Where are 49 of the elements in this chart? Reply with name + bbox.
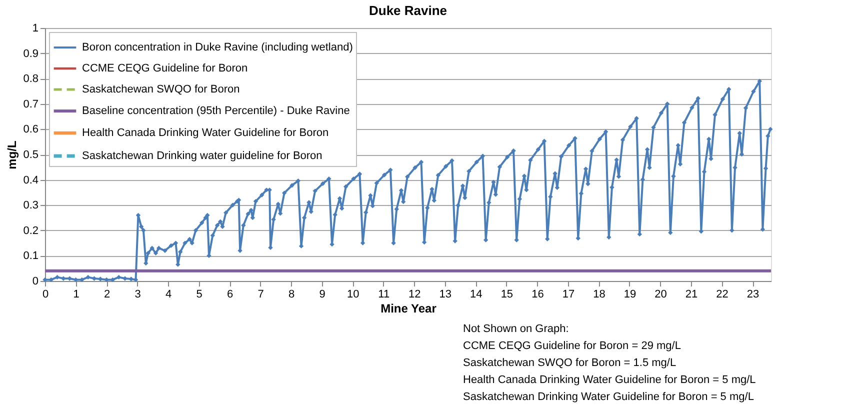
x-tick-label: 9 xyxy=(319,288,326,300)
x-tick-label: 12 xyxy=(408,288,421,300)
y-tick-label: 0.5 xyxy=(23,149,38,161)
x-tick-label: 7 xyxy=(258,288,264,300)
x-tick-label: 15 xyxy=(500,288,514,300)
x-tick-label: 22 xyxy=(716,288,728,300)
y-tick-label: 0.7 xyxy=(23,98,38,110)
x-tick-label: 1 xyxy=(73,288,80,300)
y-tick-label: 0.3 xyxy=(23,200,38,212)
text: Not Shown on Graph: xyxy=(463,323,569,335)
x-tick-label: 5 xyxy=(196,288,202,300)
legend-label: Health Canada Drinking Water Guideline for Boron xyxy=(82,127,329,139)
y-tick-label: 0.6 xyxy=(23,124,38,136)
y-tick-label: 1 xyxy=(32,22,38,34)
legend-label: Saskatchewan Drinking water guideline for Boron xyxy=(82,150,322,162)
legend-label: Baseline concentration (95th Percentile) - Duke Ravine xyxy=(82,105,350,117)
x-tick-label: 18 xyxy=(593,288,606,300)
x-tick-label: 17 xyxy=(562,288,575,300)
x-tick-label: 23 xyxy=(746,288,760,300)
y-tick-label: 0.9 xyxy=(23,48,38,60)
y-tick-label: 0.2 xyxy=(23,224,38,237)
text: Saskatchewan Drinking Water Guideline for Boron = 5 mg/L xyxy=(463,391,754,403)
text: Health Canada Drinking Water Guideline for Boron = 5 mg/L xyxy=(463,374,756,386)
x-tick-label: 2 xyxy=(104,288,110,300)
x-tick-label: 20 xyxy=(654,288,667,300)
y-tick-label: 0 xyxy=(32,276,38,288)
x-tick-label: 6 xyxy=(227,288,234,300)
x-tick-label: 13 xyxy=(439,288,452,300)
y-tick-label: 0.8 xyxy=(23,73,38,86)
text: Saskatchewan SWQO for Boron = 1.5 mg/L xyxy=(463,357,676,369)
legend-label: Saskatchewan SWQO for Boron xyxy=(82,84,240,96)
y-tick-label: 0.4 xyxy=(23,174,38,186)
legend-label: Boron concentration in Duke Ravine (including wetland) xyxy=(82,42,353,54)
y-axis-title: mg/L xyxy=(5,140,20,170)
text: CCME CEQG Guideline for Boron = 29 mg/L xyxy=(463,340,681,352)
x-tick-label: 16 xyxy=(532,288,544,300)
legend-label: CCME CEQG Guideline for Boron xyxy=(82,62,248,74)
x-tick-label: 19 xyxy=(624,288,636,300)
x-axis-title: Mine Year xyxy=(380,302,437,316)
x-tick-label: 11 xyxy=(378,288,390,300)
x-tick-label: 0 xyxy=(42,288,49,300)
x-tick-label: 21 xyxy=(685,288,698,300)
x-tick-label: 14 xyxy=(470,288,482,300)
y-tick-label: 0.1 xyxy=(23,250,38,262)
x-tick-label: 3 xyxy=(134,288,141,300)
x-tick-label: 10 xyxy=(347,288,360,300)
x-tick-label: 8 xyxy=(288,288,295,300)
x-tick-label: 4 xyxy=(165,288,172,300)
chart-title: Duke Ravine xyxy=(368,3,448,18)
